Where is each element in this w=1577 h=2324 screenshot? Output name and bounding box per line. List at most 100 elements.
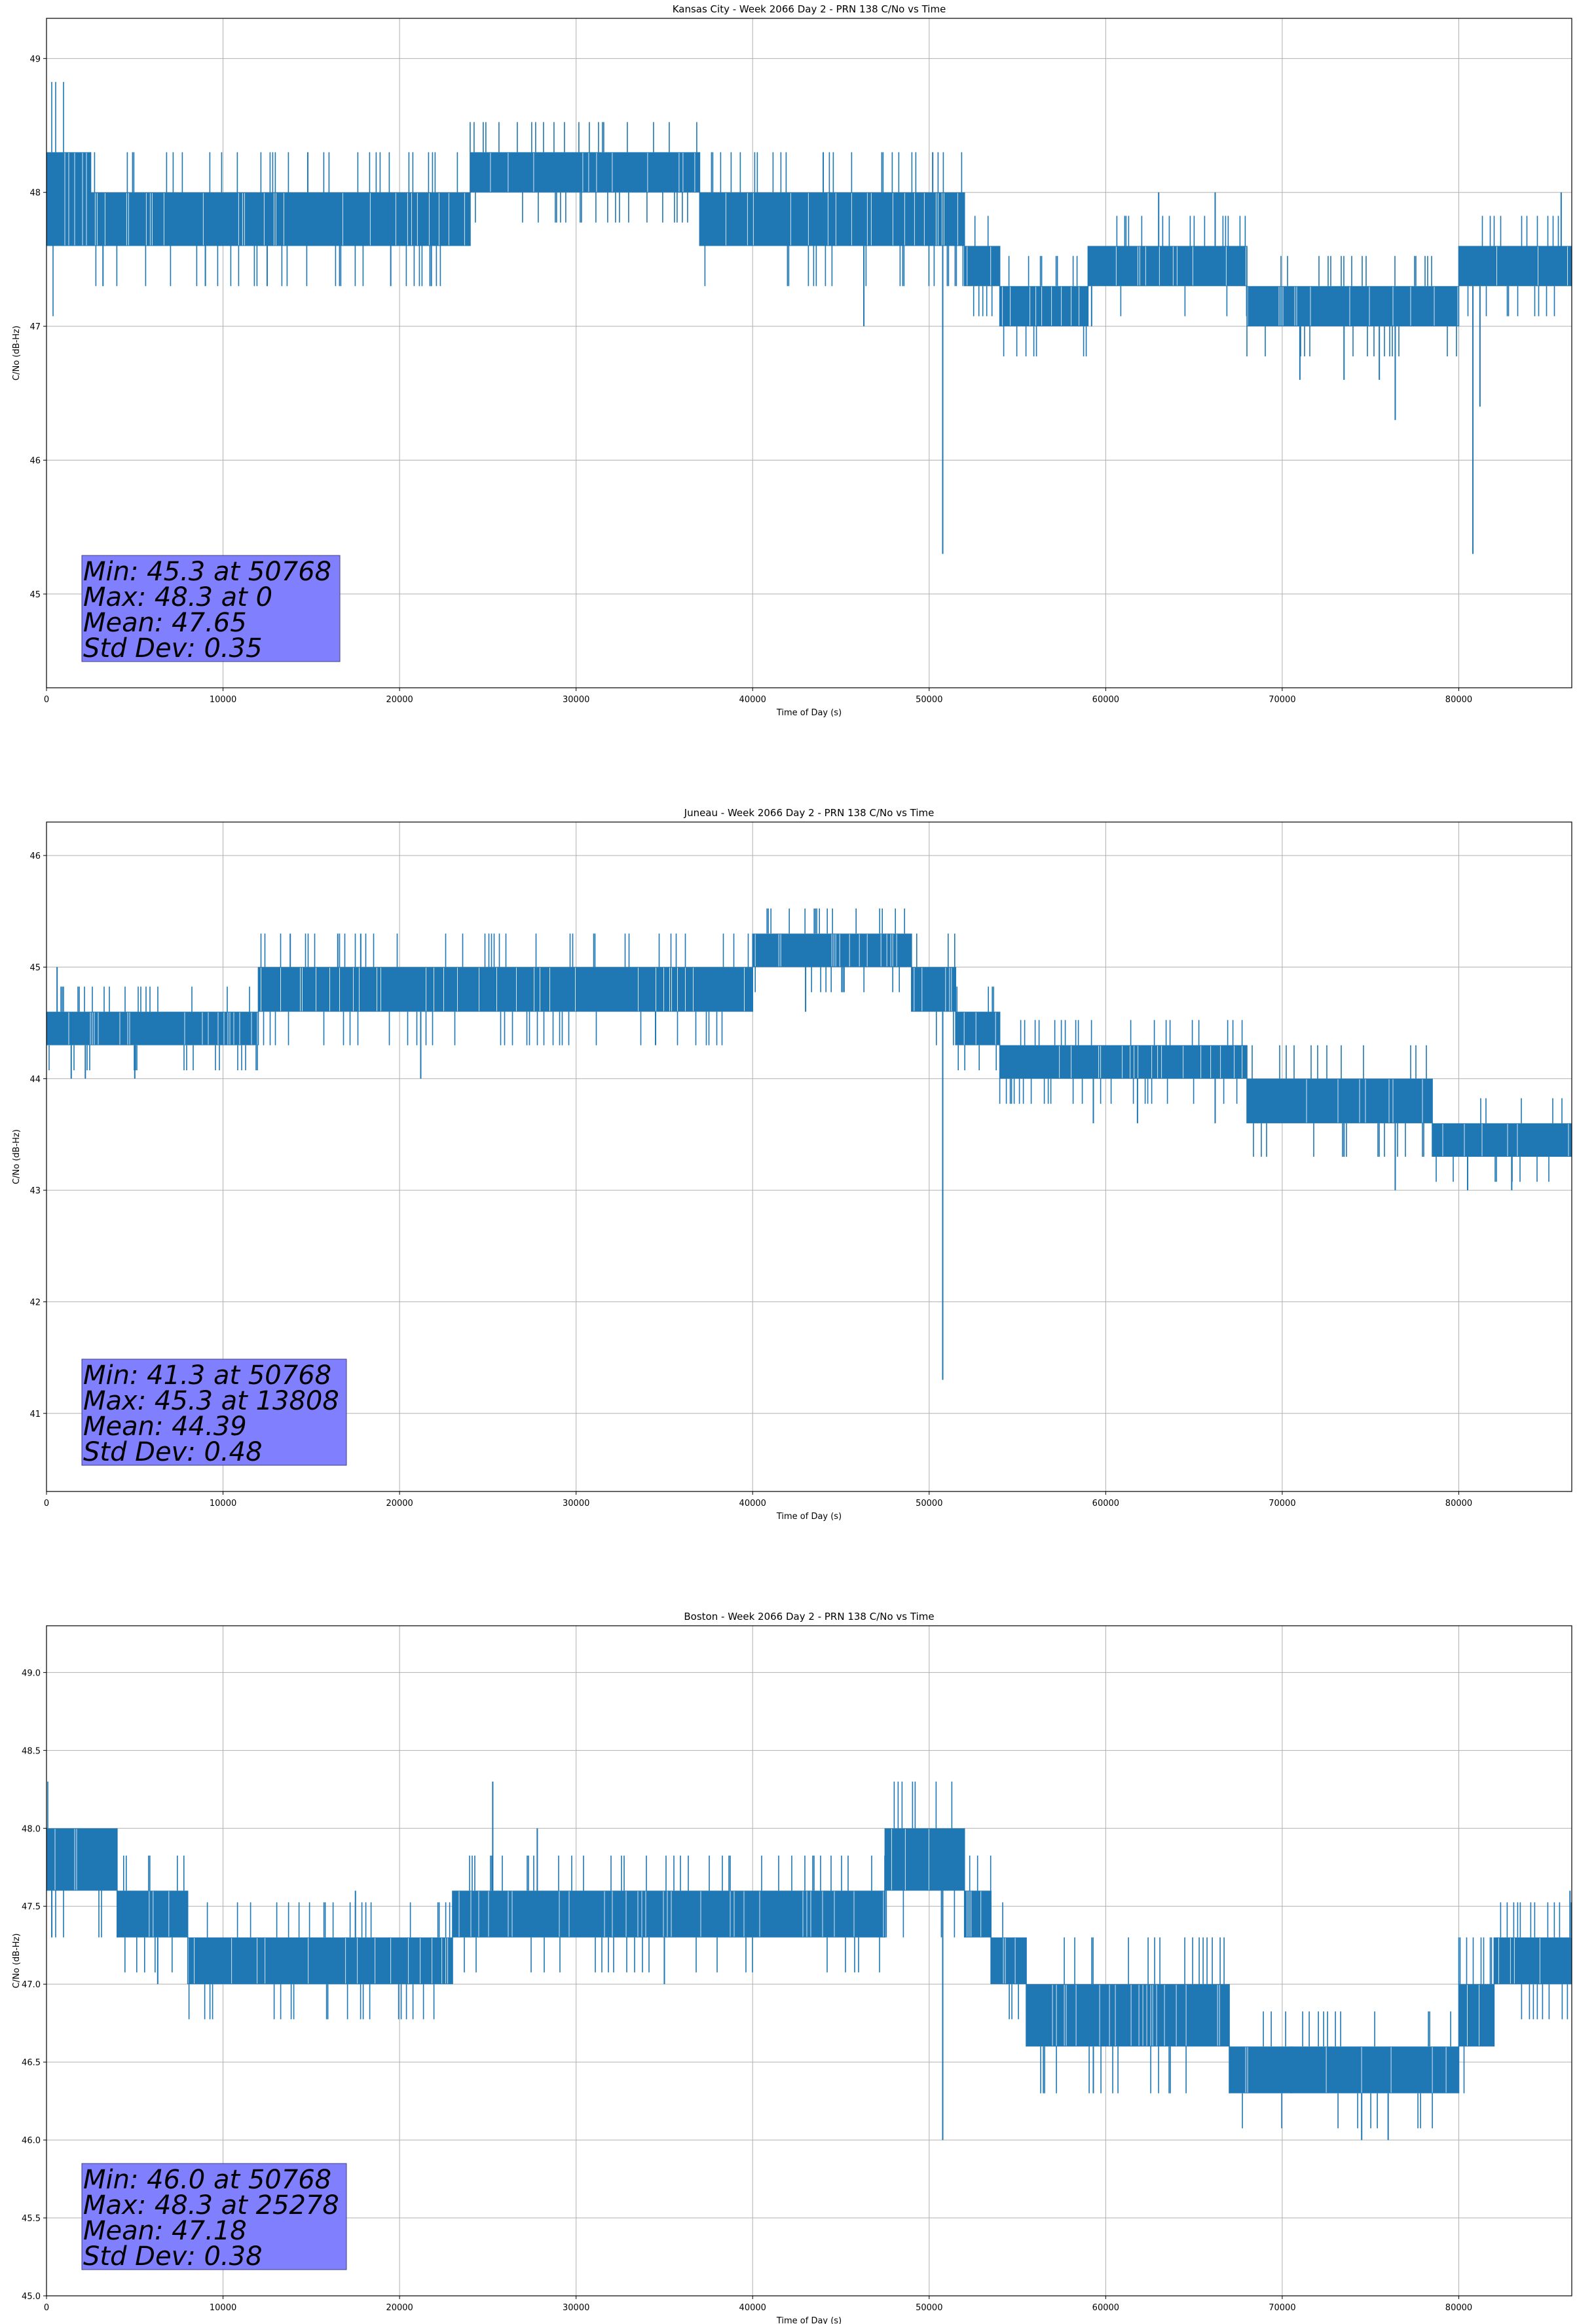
series-band [955, 1011, 1000, 1045]
y-tick-label: 46 [29, 852, 41, 861]
x-tick-label: 40000 [739, 1499, 766, 1509]
series-gaps [1115, 246, 1246, 286]
y-tick-label: 45 [29, 590, 41, 600]
stats-line: Max: 45.3 at 13808 [83, 1386, 339, 1416]
y-tick-label: 45 [29, 963, 41, 973]
series-gaps [967, 1891, 982, 1937]
x-axis-label: Time of Day (s) [776, 1512, 842, 1522]
x-tick-label: 80000 [1445, 695, 1472, 705]
series-noise [1003, 255, 1087, 357]
series-noise [704, 152, 964, 286]
stats-line: Std Dev: 0.35 [83, 633, 263, 664]
x-tick-label: 10000 [210, 695, 236, 705]
series-noise [464, 1855, 885, 1973]
series-noise [1467, 216, 1559, 316]
stats-line: Min: 41.3 at 50768 [83, 1360, 331, 1391]
series-noise [1252, 1045, 1427, 1157]
series-noise [885, 1781, 955, 1938]
y-axis-label: C/No (dB-Hz) [12, 1934, 22, 1989]
series-band [1432, 1123, 1572, 1157]
y-tick-label: 47.5 [22, 1902, 41, 1912]
series-gaps [1442, 1123, 1569, 1156]
series-band [991, 1937, 1027, 1985]
series-band [964, 1890, 992, 1938]
chart-title: Kansas City - Week 2066 Day 2 - PRN 138 … [673, 3, 946, 15]
axes-frame [46, 1625, 1572, 2296]
series-band [1458, 246, 1572, 286]
series-band [1229, 2046, 1459, 2093]
stats-box-background [81, 555, 341, 662]
series-band [46, 1828, 117, 1891]
series-band [999, 1045, 1248, 1079]
y-tick-label: 47.0 [22, 1980, 41, 1990]
chart-title: Boston - Week 2066 Day 2 - PRN 138 C/No … [684, 1611, 934, 1622]
y-axis-label: C/No (dB-Hz) [12, 326, 22, 381]
x-tick-label: 40000 [739, 2303, 766, 2313]
x-tick-label: 80000 [1445, 2303, 1472, 2313]
chart-title: Juneau - Week 2066 Day 2 - PRN 138 C/No … [684, 807, 935, 819]
y-tick-label: 47 [29, 322, 41, 332]
series-gaps [1059, 1045, 1243, 1078]
series-noise [754, 909, 905, 992]
y-tick-label: 48 [29, 189, 41, 198]
x-tick-label: 30000 [563, 695, 589, 705]
series-gaps [1245, 2047, 1447, 2093]
series-gaps [1498, 1938, 1540, 1984]
series-gaps [1052, 1985, 1220, 2046]
x-tick-label: 10000 [210, 1499, 236, 1509]
y-tick-label: 49 [29, 54, 41, 64]
x-tick-label: 50000 [916, 2303, 942, 2313]
series-noise [1242, 2011, 1451, 2129]
y-tick-label: 44 [29, 1075, 41, 1085]
axes-frame [46, 18, 1572, 688]
series-gaps [490, 153, 696, 192]
series-band [885, 1828, 965, 1891]
series-band [964, 246, 1000, 286]
series-trace [46, 1781, 1572, 2141]
x-tick-label: 20000 [386, 1499, 413, 1509]
series-band [1088, 246, 1248, 286]
x-tick-label: 70000 [1269, 695, 1295, 705]
y-tick-label: 48.0 [22, 1824, 41, 1834]
series-noise [969, 1855, 992, 1891]
series-band [1458, 1984, 1494, 2047]
series-gaps [891, 1829, 929, 1890]
chart-panel-3: 0 10000 20000 30000 40000 50000 60000 70000 8000… [12, 1611, 1572, 2324]
series-gaps [967, 246, 992, 286]
x-tick-label: 50000 [916, 695, 942, 705]
axes-frame [46, 821, 1572, 1492]
series-band [117, 1890, 188, 1938]
x-tick-label: 0 [44, 2303, 49, 2313]
x-tick-label: 0 [44, 695, 49, 705]
x-axis-label: Time of Day (s) [776, 708, 842, 718]
stats-line: Max: 48.3 at 25278 [83, 2190, 339, 2221]
series-band [699, 192, 965, 246]
series-band [46, 1011, 259, 1045]
x-axis-label: Time of Day (s) [776, 2316, 842, 2324]
stats-line: Max: 48.3 at 0 [83, 582, 272, 612]
series-band [911, 967, 956, 1012]
series-gaps [725, 193, 958, 246]
series-noise [47, 1781, 102, 1938]
x-tick-label: 20000 [386, 695, 413, 705]
series-band [1494, 1937, 1572, 1985]
x-tick-label: 60000 [1092, 1499, 1119, 1509]
stats-line: Std Dev: 0.48 [83, 1437, 263, 1467]
x-tick-label: 40000 [739, 695, 766, 705]
series-noise [260, 933, 749, 1045]
series-noise [1458, 1937, 1493, 2093]
stats-line: Mean: 47.18 [83, 2216, 247, 2246]
stats-line: Mean: 44.39 [83, 1412, 247, 1442]
x-tick-label: 30000 [563, 1499, 589, 1509]
stats-line: Std Dev: 0.38 [83, 2241, 263, 2272]
y-tick-label: 46 [29, 457, 41, 466]
series-noise [48, 986, 258, 1070]
series-band [999, 286, 1088, 327]
x-tick-label: 20000 [386, 2303, 413, 2313]
series-gaps [1247, 286, 1458, 326]
series-noise [916, 933, 955, 1045]
stats-box-background [81, 1359, 347, 1466]
